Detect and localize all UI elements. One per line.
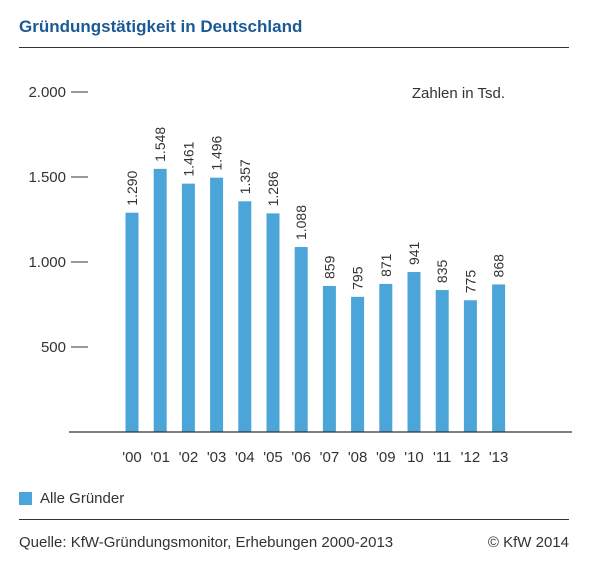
bars-group bbox=[125, 168, 506, 432]
x-tick-label: '11 bbox=[433, 449, 451, 466]
bar-value-label: 1.357 bbox=[237, 159, 253, 194]
bar-value-label: 871 bbox=[378, 253, 394, 277]
bar-value-label: 1.290 bbox=[124, 170, 140, 205]
bar-value-label: 775 bbox=[462, 270, 478, 294]
bar bbox=[435, 290, 449, 432]
bar bbox=[294, 247, 308, 432]
x-tick-label: '04 bbox=[235, 449, 255, 466]
y-tick-label: 1.500 bbox=[28, 169, 66, 186]
source-note: Quelle: KfW-Gründungsmonitor, Erhebungen… bbox=[19, 534, 394, 551]
y-tick-label: 500 bbox=[41, 339, 66, 356]
bar bbox=[238, 201, 252, 432]
bar bbox=[153, 168, 167, 432]
x-tick-label: '05 bbox=[263, 449, 283, 466]
x-tick-label: '03 bbox=[207, 449, 227, 466]
bar-value-label: 835 bbox=[434, 259, 450, 283]
chart-title: Gründungstätigkeit in Deutschland bbox=[19, 17, 303, 36]
x-tick-label: '07 bbox=[320, 449, 340, 466]
y-tick-label: 1.000 bbox=[28, 254, 66, 271]
x-tick-labels-group: '00 '01 '02 '03 '04 '05 '06 '07 '08 '09 '10 '11 '12 '… bbox=[122, 449, 508, 466]
bar bbox=[266, 213, 280, 432]
bar-value-label: 1.286 bbox=[265, 171, 281, 206]
bar bbox=[210, 177, 224, 432]
bar bbox=[181, 183, 195, 432]
bar bbox=[351, 296, 365, 432]
bar bbox=[463, 300, 477, 432]
title-divider bbox=[19, 47, 569, 48]
x-tick-label: '09 bbox=[376, 449, 396, 466]
y-tick-label: 2.000 bbox=[28, 84, 66, 101]
x-tick-label: '10 bbox=[404, 449, 424, 466]
unit-note: Zahlen in Tsd. bbox=[412, 85, 505, 102]
bar bbox=[322, 285, 336, 432]
footer-divider bbox=[19, 519, 569, 520]
bar-value-label: 859 bbox=[321, 255, 337, 279]
x-tick-label: '06 bbox=[291, 449, 311, 466]
x-tick-label: '08 bbox=[348, 449, 368, 466]
x-tick-label: '13 bbox=[489, 449, 509, 466]
bar-value-label: 868 bbox=[491, 254, 507, 278]
x-tick-label: '12 bbox=[461, 449, 481, 466]
x-tick-label: '00 bbox=[122, 449, 142, 466]
legend-swatch bbox=[19, 492, 32, 505]
bar-value-label: 1.548 bbox=[152, 127, 168, 162]
bar bbox=[125, 212, 139, 432]
x-tick-label: '02 bbox=[179, 449, 199, 466]
x-tick-label: '01 bbox=[150, 449, 170, 466]
bar-value-label: 1.088 bbox=[293, 205, 309, 240]
copyright-note: © KfW 2014 bbox=[487, 534, 569, 551]
bar-value-label: 795 bbox=[350, 266, 366, 290]
legend-label: Alle Gründer bbox=[40, 490, 125, 507]
bar-value-label: 1.496 bbox=[209, 135, 225, 170]
legend: Alle Gründer bbox=[19, 490, 124, 507]
bar bbox=[492, 284, 506, 432]
value-labels-group: 1.290 1.548 1.461 1.496 1.357 1.286 1.088 859 79… bbox=[124, 127, 507, 294]
bar-value-label: 1.461 bbox=[180, 141, 196, 176]
y-axis: 500 1.000 1.500 2.000 bbox=[28, 84, 88, 356]
bar bbox=[407, 272, 421, 432]
bar bbox=[379, 283, 393, 432]
bar-value-label: 941 bbox=[406, 241, 422, 265]
